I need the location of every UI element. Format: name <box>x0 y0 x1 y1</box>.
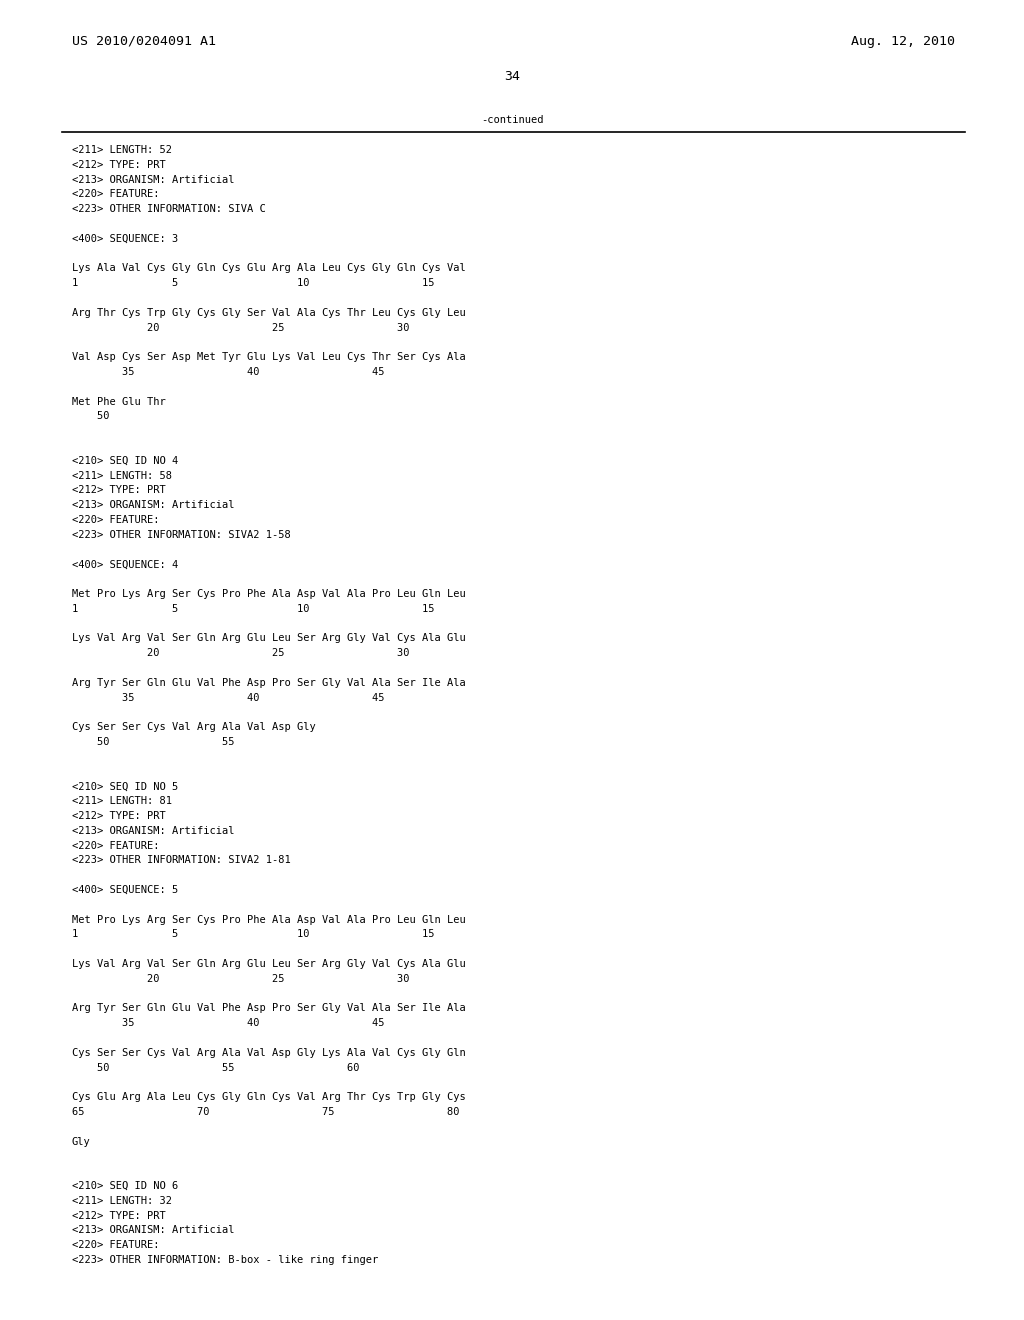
Text: <210> SEQ ID NO 6: <210> SEQ ID NO 6 <box>72 1181 178 1191</box>
Text: <400> SEQUENCE: 5: <400> SEQUENCE: 5 <box>72 884 178 895</box>
Text: <211> LENGTH: 81: <211> LENGTH: 81 <box>72 796 172 807</box>
Text: Cys Glu Arg Ala Leu Cys Gly Gln Cys Val Arg Thr Cys Trp Gly Cys: Cys Glu Arg Ala Leu Cys Gly Gln Cys Val … <box>72 1092 466 1102</box>
Text: <223> OTHER INFORMATION: SIVA2 1-81: <223> OTHER INFORMATION: SIVA2 1-81 <box>72 855 291 866</box>
Text: <223> OTHER INFORMATION: B-box - like ring finger: <223> OTHER INFORMATION: B-box - like ri… <box>72 1255 378 1265</box>
Text: Lys Val Arg Val Ser Gln Arg Glu Leu Ser Arg Gly Val Cys Ala Glu: Lys Val Arg Val Ser Gln Arg Glu Leu Ser … <box>72 634 466 643</box>
Text: <220> FEATURE:: <220> FEATURE: <box>72 189 160 199</box>
Text: Arg Thr Cys Trp Gly Cys Gly Ser Val Ala Cys Thr Leu Cys Gly Leu: Arg Thr Cys Trp Gly Cys Gly Ser Val Ala … <box>72 308 466 318</box>
Text: Met Pro Lys Arg Ser Cys Pro Phe Ala Asp Val Ala Pro Leu Gln Leu: Met Pro Lys Arg Ser Cys Pro Phe Ala Asp … <box>72 915 466 924</box>
Text: <213> ORGANISM: Artificial: <213> ORGANISM: Artificial <box>72 500 234 511</box>
Text: 20                  25                  30: 20 25 30 <box>72 974 410 983</box>
Text: 35                  40                  45: 35 40 45 <box>72 367 384 378</box>
Text: Met Phe Glu Thr: Met Phe Glu Thr <box>72 396 166 407</box>
Text: 35                  40                  45: 35 40 45 <box>72 1018 384 1028</box>
Text: <211> LENGTH: 58: <211> LENGTH: 58 <box>72 471 172 480</box>
Text: <211> LENGTH: 32: <211> LENGTH: 32 <box>72 1196 172 1205</box>
Text: <211> LENGTH: 52: <211> LENGTH: 52 <box>72 145 172 154</box>
Text: -continued: -continued <box>480 115 544 125</box>
Text: <223> OTHER INFORMATION: SIVA C: <223> OTHER INFORMATION: SIVA C <box>72 205 266 214</box>
Text: <220> FEATURE:: <220> FEATURE: <box>72 1241 160 1250</box>
Text: <400> SEQUENCE: 4: <400> SEQUENCE: 4 <box>72 560 178 569</box>
Text: Arg Tyr Ser Gln Glu Val Phe Asp Pro Ser Gly Val Ala Ser Ile Ala: Arg Tyr Ser Gln Glu Val Phe Asp Pro Ser … <box>72 677 466 688</box>
Text: <220> FEATURE:: <220> FEATURE: <box>72 841 160 850</box>
Text: Met Pro Lys Arg Ser Cys Pro Phe Ala Asp Val Ala Pro Leu Gln Leu: Met Pro Lys Arg Ser Cys Pro Phe Ala Asp … <box>72 589 466 599</box>
Text: <210> SEQ ID NO 5: <210> SEQ ID NO 5 <box>72 781 178 792</box>
Text: 65                  70                  75                  80: 65 70 75 80 <box>72 1107 460 1117</box>
Text: <213> ORGANISM: Artificial: <213> ORGANISM: Artificial <box>72 826 234 836</box>
Text: Lys Ala Val Cys Gly Gln Cys Glu Arg Ala Leu Cys Gly Gln Cys Val: Lys Ala Val Cys Gly Gln Cys Glu Arg Ala … <box>72 264 466 273</box>
Text: Arg Tyr Ser Gln Glu Val Phe Asp Pro Ser Gly Val Ala Ser Ile Ala: Arg Tyr Ser Gln Glu Val Phe Asp Pro Ser … <box>72 1003 466 1014</box>
Text: <212> TYPE: PRT: <212> TYPE: PRT <box>72 160 166 170</box>
Text: <210> SEQ ID NO 4: <210> SEQ ID NO 4 <box>72 455 178 466</box>
Text: <212> TYPE: PRT: <212> TYPE: PRT <box>72 1210 166 1221</box>
Text: 50                  55: 50 55 <box>72 737 234 747</box>
Text: Cys Ser Ser Cys Val Arg Ala Val Asp Gly: Cys Ser Ser Cys Val Arg Ala Val Asp Gly <box>72 722 315 733</box>
Text: Gly: Gly <box>72 1137 91 1147</box>
Text: 1               5                   10                  15: 1 5 10 15 <box>72 603 434 614</box>
Text: US 2010/0204091 A1: US 2010/0204091 A1 <box>72 36 216 48</box>
Text: <213> ORGANISM: Artificial: <213> ORGANISM: Artificial <box>72 174 234 185</box>
Text: <400> SEQUENCE: 3: <400> SEQUENCE: 3 <box>72 234 178 244</box>
Text: 1               5                   10                  15: 1 5 10 15 <box>72 929 434 940</box>
Text: 1               5                   10                  15: 1 5 10 15 <box>72 279 434 288</box>
Text: Val Asp Cys Ser Asp Met Tyr Glu Lys Val Leu Cys Thr Ser Cys Ala: Val Asp Cys Ser Asp Met Tyr Glu Lys Val … <box>72 352 466 362</box>
Text: 35                  40                  45: 35 40 45 <box>72 693 384 702</box>
Text: Aug. 12, 2010: Aug. 12, 2010 <box>851 36 955 48</box>
Text: Cys Ser Ser Cys Val Arg Ala Val Asp Gly Lys Ala Val Cys Gly Gln: Cys Ser Ser Cys Val Arg Ala Val Asp Gly … <box>72 1048 466 1057</box>
Text: 50                  55                  60: 50 55 60 <box>72 1063 359 1073</box>
Text: Lys Val Arg Val Ser Gln Arg Glu Leu Ser Arg Gly Val Cys Ala Glu: Lys Val Arg Val Ser Gln Arg Glu Leu Ser … <box>72 960 466 969</box>
Text: 34: 34 <box>504 70 520 83</box>
Text: <223> OTHER INFORMATION: SIVA2 1-58: <223> OTHER INFORMATION: SIVA2 1-58 <box>72 529 291 540</box>
Text: 20                  25                  30: 20 25 30 <box>72 648 410 659</box>
Text: <213> ORGANISM: Artificial: <213> ORGANISM: Artificial <box>72 1225 234 1236</box>
Text: <220> FEATURE:: <220> FEATURE: <box>72 515 160 525</box>
Text: <212> TYPE: PRT: <212> TYPE: PRT <box>72 810 166 821</box>
Text: <212> TYPE: PRT: <212> TYPE: PRT <box>72 486 166 495</box>
Text: 50: 50 <box>72 412 110 421</box>
Text: 20                  25                  30: 20 25 30 <box>72 322 410 333</box>
